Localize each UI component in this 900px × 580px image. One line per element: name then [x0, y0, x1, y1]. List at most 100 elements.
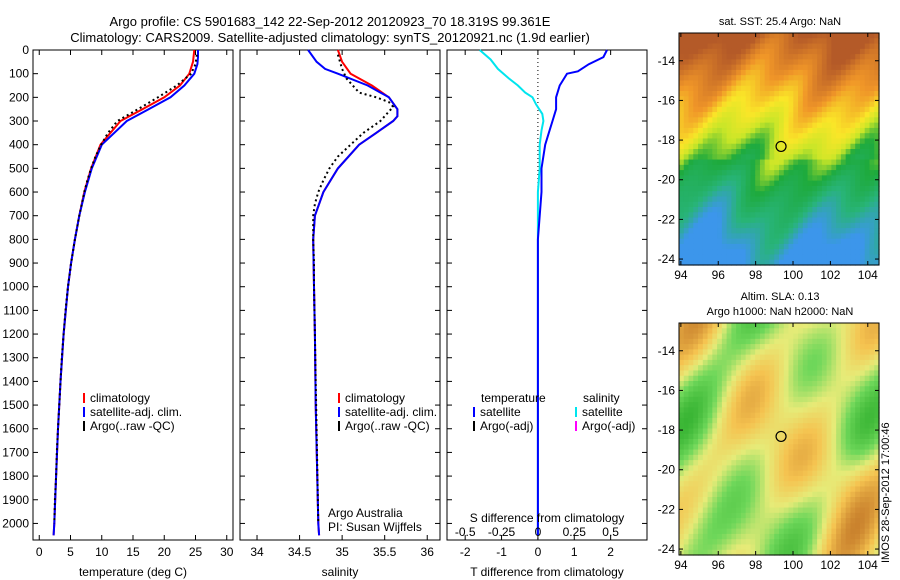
map-y-tick-label: -14: [658, 344, 676, 358]
x-tick-label: -1: [496, 545, 507, 559]
y-tick-label: 500: [9, 161, 29, 175]
legend-label: satellite-adj. clim.: [90, 405, 182, 419]
map-x-tick-label: 100: [783, 268, 803, 282]
map-y-tick-label: -14: [658, 54, 676, 68]
x-tick-label: 15: [126, 545, 140, 559]
map-x-tick-label: 100: [783, 558, 803, 572]
x-tick-label: 35.5: [373, 545, 397, 559]
map-panels: 94 96 98 100 102 104 -14 -16 -18 -20 -22 -24 94 96 98 1…: [658, 32, 880, 572]
y-tick-label: 1300: [2, 351, 29, 365]
y-tick-label: 300: [9, 114, 29, 128]
sla-map: 94 96 98 100 102 104 -14 -16 -18 -20 -22 -24: [658, 322, 880, 572]
map-x-tick-label: 104: [858, 558, 878, 572]
axes-frame: [239, 49, 441, 541]
map-y-tick-label: -24: [658, 252, 676, 266]
y-tick-label: 800: [9, 232, 29, 246]
x-tick-label: 0: [36, 545, 43, 559]
x-tick-label: 35: [335, 545, 349, 559]
map-x-tick-label: 96: [712, 268, 726, 282]
legend-label: climatology: [345, 391, 405, 405]
legend-label: Argo(..raw -QC): [345, 419, 430, 433]
sla-map-title-1: Altim. SLA: 0.13: [740, 291, 820, 303]
map-y-tick-label: -22: [658, 212, 676, 226]
y-tick-label: 1200: [2, 327, 29, 341]
y-tick-label: 100: [9, 67, 29, 81]
x-axis-label: T difference from climatology: [470, 565, 624, 579]
figure-title-line1: Argo profile: CS 5901683_142 22-Sep-2012…: [109, 14, 551, 29]
y-tick-label: 200: [9, 90, 29, 104]
x2-axis-label: S difference from climatology: [470, 511, 625, 525]
x-tick-label: 36: [421, 545, 435, 559]
x2-tick-label: -0.25: [488, 525, 516, 539]
x-tick-label: 25: [189, 545, 203, 559]
legend-label: Argo(..raw -QC): [90, 419, 175, 433]
map-field: [679, 323, 880, 556]
map-x-tick-label: 98: [749, 558, 763, 572]
sst-map: 94 96 98 100 102 104 -14 -16 -18 -20 -22 -24: [658, 32, 880, 282]
legend-label: satellite: [480, 405, 521, 419]
x-tick-label: 34.5: [288, 545, 312, 559]
map-y-tick-label: -22: [658, 502, 676, 516]
figure-title-line2: Climatology: CARS2009. Satellite-adjuste…: [70, 30, 590, 45]
series-argo: [53, 54, 198, 524]
x-tick-label: -2: [460, 545, 471, 559]
axes-frame: [446, 49, 648, 541]
series-t-satellite: [536, 49, 608, 536]
y-tick-label: 1400: [2, 374, 29, 388]
x-tick-label: 34: [250, 545, 264, 559]
y-tick-label: 700: [9, 209, 29, 223]
y-tick-label: 400: [9, 138, 29, 152]
y-tick-label: 1800: [2, 469, 29, 483]
y-tick-label: 1900: [2, 493, 29, 507]
map-x-tick-label: 102: [820, 558, 840, 572]
legend-header-temperature: temperature: [481, 391, 546, 405]
y-tick-label: 1600: [2, 422, 29, 436]
map-x-tick-label: 98: [749, 268, 763, 282]
sst-map-title: sat. SST: 25.4 Argo: NaN: [718, 16, 842, 28]
map-y-tick-label: -18: [658, 423, 676, 437]
x-tick-label: 2: [607, 545, 614, 559]
annotation-line1: Argo Australia: [328, 506, 403, 520]
map-y-tick-label: -16: [658, 383, 676, 397]
map-frame: [678, 32, 880, 266]
series-satellite: [307, 49, 399, 536]
map-y-tick-label: -20: [658, 173, 676, 187]
map-x-tick-label: 94: [674, 268, 688, 282]
map-y-tick-label: -16: [658, 93, 676, 107]
map-x-tick-label: 96: [712, 558, 726, 572]
legend-label: satellite-adj. clim.: [345, 405, 437, 419]
x-axis-label: temperature (deg C): [79, 565, 187, 579]
x-tick-label: 1: [571, 545, 578, 559]
map-frame: [678, 322, 880, 556]
x-axis-label: salinity: [322, 565, 359, 579]
annotation-line2: PI: Susan Wijffels: [328, 520, 422, 534]
legend-header-salinity: salinity: [583, 391, 620, 405]
y-tick-label: 2000: [2, 516, 29, 530]
y-tick-label: 1100: [3, 303, 29, 317]
legend-label: Argo(-adj): [480, 419, 533, 433]
legend-label: climatology: [90, 391, 150, 405]
y-tick-label: 1700: [2, 445, 29, 459]
profile-panel-3: -2 -1 0 1 2 T difference from climatology -0.5…: [446, 49, 648, 579]
float-position-marker: [775, 140, 787, 153]
y-tick-label: 1500: [2, 398, 29, 412]
x2-tick-label: 0: [535, 525, 542, 539]
x-tick-label: 5: [67, 545, 74, 559]
x-tick-label: 0: [535, 545, 542, 559]
map-y-tick-label: -18: [658, 133, 676, 147]
map-y-tick-label: -24: [658, 542, 676, 556]
y-tick-label: 1000: [2, 280, 29, 294]
float-position-marker: [775, 430, 787, 443]
x2-tick-label: 0.5: [602, 525, 619, 539]
legend-label: satellite: [582, 405, 623, 419]
x2-tick-label: 0.25: [563, 525, 587, 539]
sla-map-title-2: Argo h1000: NaN h2000: NaN: [706, 306, 854, 318]
map-x-tick-label: 104: [858, 268, 878, 282]
map-y-tick-label: -20: [658, 463, 676, 477]
x2-tick-label: -0.5: [455, 525, 476, 539]
profile-panel-2: 34 34.5 35 35.5 36 salinity climatologysatelli…: [239, 49, 441, 579]
map-x-tick-label: 94: [674, 558, 688, 572]
legend-label: Argo(-adj): [582, 419, 635, 433]
y-tick-label: 0: [22, 43, 29, 57]
